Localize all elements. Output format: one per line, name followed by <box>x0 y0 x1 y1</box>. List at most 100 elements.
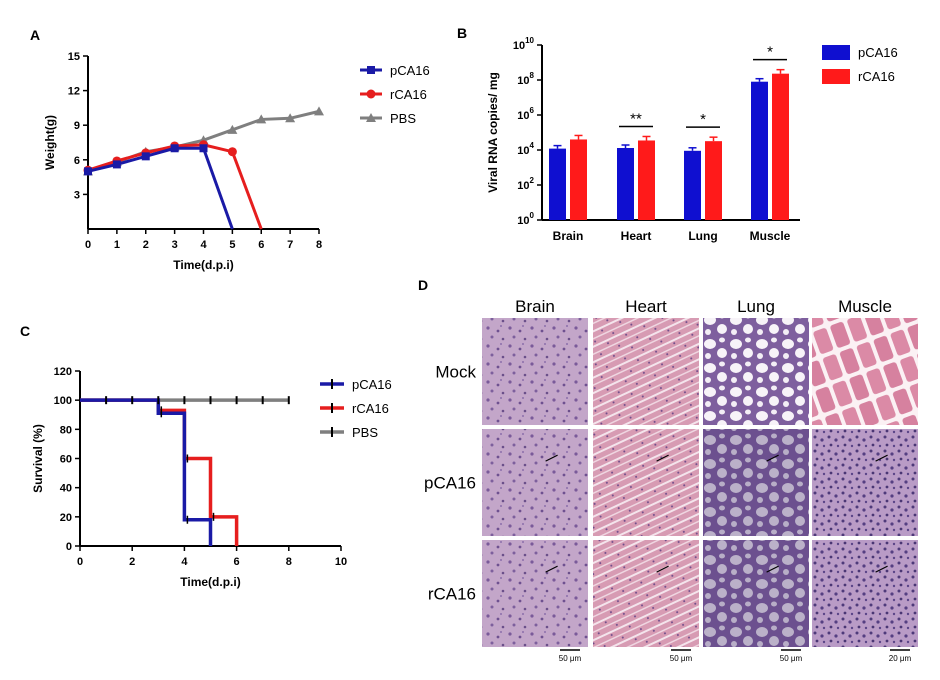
series-line-pca16 <box>87 146 234 230</box>
legend-swatch <box>822 69 850 84</box>
histology-image <box>703 540 809 647</box>
y-tick-label: 120 <box>54 366 72 378</box>
panel-label: D <box>418 277 428 293</box>
y-tick-exponent: 10 <box>525 36 534 45</box>
series-line-rca16 <box>87 143 263 230</box>
y-tick-base: 10 <box>517 75 529 87</box>
x-tick-label: 1 <box>114 239 120 251</box>
y-tick-exponent: 0 <box>530 211 535 220</box>
column-header: Heart <box>625 297 667 316</box>
arrow-annotation <box>875 565 888 573</box>
bar-pca16 <box>549 148 566 220</box>
y-tick-label: 0 <box>66 541 72 553</box>
y-tick-base: 10 <box>517 145 529 157</box>
y-axis-label: Weight(g) <box>43 115 57 170</box>
panel-d: D Brain Heart Lung Muscle Mock pCA16 rCA16 50 μm… <box>418 277 918 663</box>
bar-rca16 <box>570 139 587 220</box>
histology-image <box>703 429 809 536</box>
bar-pca16 <box>617 148 634 220</box>
histology-overlay <box>703 429 809 536</box>
scale-bar-label: 20 μm <box>889 654 912 663</box>
y-tick-exponent: 6 <box>530 106 535 115</box>
legend-label: pCA16 <box>352 377 392 392</box>
y-tick-base: 10 <box>517 180 529 192</box>
arrow-annotation <box>766 454 779 462</box>
panel-label: C <box>20 323 30 339</box>
y-tick-label: 15 <box>68 51 80 63</box>
x-tick-label: 8 <box>316 239 322 251</box>
histology-image <box>812 318 918 425</box>
histology-image <box>482 540 588 647</box>
x-tick-label: 0 <box>77 556 83 568</box>
y-tick-exponent: 2 <box>530 176 535 185</box>
y-tick-base: 10 <box>517 110 529 122</box>
row-label: rCA16 <box>428 585 476 604</box>
panel-label: B <box>457 25 467 41</box>
y-tick-exponent: 4 <box>530 141 535 150</box>
significance-label: * <box>767 44 773 61</box>
histology-image <box>812 429 918 536</box>
y-tick-label: 108 <box>517 71 534 87</box>
data-point-pbs <box>227 124 238 134</box>
panel-c: C0 2 4 6 8 10020406080100120Time(d.p.i)Surviv… <box>20 323 392 589</box>
y-tick-label: 20 <box>60 512 72 524</box>
y-axis-label: Viral RNA copies/ mg <box>486 72 500 193</box>
y-tick-label: 102 <box>517 176 534 192</box>
x-tick-label: 7 <box>287 239 293 251</box>
y-tick-label: 12 <box>68 86 80 98</box>
y-tick-label: 104 <box>517 141 534 157</box>
data-point-pca16 <box>141 152 150 161</box>
y-tick-base: 10 <box>513 40 525 52</box>
x-axis-label: Time(d.p.i) <box>180 575 240 589</box>
x-axis-label: Time(d.p.i) <box>173 258 233 272</box>
data-point-pbs <box>256 114 267 124</box>
y-tick-label: 3 <box>74 189 80 201</box>
y-tick-label: 9 <box>74 120 80 132</box>
row-label: pCA16 <box>424 474 476 493</box>
row-label: Mock <box>435 363 476 382</box>
y-tick-label: 1010 <box>513 36 535 52</box>
legend-label: PBS <box>352 425 378 440</box>
panel-label: A <box>30 27 40 43</box>
histology-image <box>593 318 699 425</box>
legend-label: pCA16 <box>858 45 898 60</box>
scale-bar-label: 50 μm <box>559 654 582 663</box>
x-tick-label: 3 <box>172 239 178 251</box>
histology-image <box>593 429 699 536</box>
histology-image <box>703 318 809 425</box>
arrow-annotation <box>545 565 558 573</box>
x-tick-label: 6 <box>258 239 264 251</box>
legend-swatch <box>822 45 850 60</box>
legend-label: PBS <box>390 111 416 126</box>
category-label: Heart <box>621 229 652 243</box>
x-tick-label: 10 <box>335 556 347 568</box>
scale-bar-label: 50 μm <box>780 654 803 663</box>
legend-label: rCA16 <box>858 69 895 84</box>
bar-pca16 <box>751 81 768 220</box>
column-header: Brain <box>515 297 555 316</box>
y-tick-label: 106 <box>517 106 534 122</box>
survival-line-pca16 <box>80 398 213 546</box>
significance-label: * <box>700 111 706 128</box>
y-axis-label: Survival (%) <box>31 424 45 493</box>
significance-label: ** <box>630 110 642 127</box>
arrow-annotation <box>766 565 779 573</box>
data-point-pca16 <box>199 144 208 153</box>
x-tick-label: 0 <box>85 239 91 251</box>
y-tick-base: 10 <box>517 215 529 227</box>
x-tick-label: 4 <box>200 239 207 251</box>
x-tick-label: 2 <box>129 556 135 568</box>
legend-marker <box>367 66 375 74</box>
x-tick-label: 5 <box>229 239 235 251</box>
x-tick-label: 6 <box>234 556 240 568</box>
histology-image <box>482 429 588 536</box>
legend-label: rCA16 <box>390 87 427 102</box>
column-header: Lung <box>737 297 775 316</box>
y-tick-label: 100 <box>517 211 534 227</box>
data-point-pbs <box>314 106 324 116</box>
category-label: Muscle <box>750 229 791 243</box>
y-tick-exponent: 8 <box>530 71 535 80</box>
survival-line-rca16 <box>80 398 239 546</box>
